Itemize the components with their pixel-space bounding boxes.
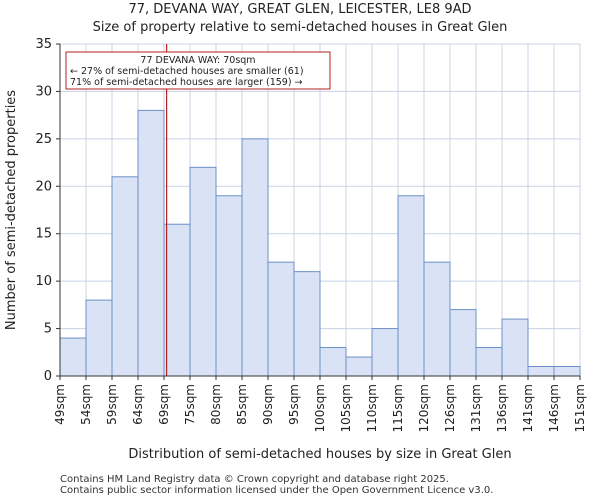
x-tick-label-110sqm: 110sqm xyxy=(365,384,379,432)
x-tick-label-151sqm: 151sqm xyxy=(573,384,587,432)
bar-75sqm xyxy=(189,166,217,377)
x-tick-label-85sqm: 85sqm xyxy=(235,384,249,425)
annotation-line-3: 71% of semi-detached houses are larger (… xyxy=(70,77,303,88)
bar-64sqm xyxy=(137,109,165,377)
x-tick-label-136sqm: 136sqm xyxy=(495,384,509,432)
bar-136sqm xyxy=(501,318,529,377)
y-tick-label: 5 xyxy=(44,322,52,337)
x-tick-label-54sqm: 54sqm xyxy=(79,384,93,425)
bar-141sqm xyxy=(527,366,555,377)
bar-131sqm xyxy=(475,347,503,377)
y-tick-label: 25 xyxy=(35,132,52,147)
x-tick-label-146sqm: 146sqm xyxy=(547,384,561,432)
x-tick-label-120sqm: 120sqm xyxy=(417,384,431,432)
y-tick-label: 35 xyxy=(35,37,52,52)
y-tick-label: 30 xyxy=(35,84,52,99)
y-tick-label: 20 xyxy=(35,179,52,194)
chart-title: 77, DEVANA WAY, GREAT GLEN, LEICESTER, L… xyxy=(128,2,472,17)
bar-59sqm xyxy=(111,176,139,377)
x-tick-label-105sqm: 105sqm xyxy=(339,384,353,432)
x-tick-label-100sqm: 100sqm xyxy=(313,384,327,432)
bar-49sqm xyxy=(59,337,87,377)
x-axis-label: Distribution of semi-detached houses by … xyxy=(128,447,511,462)
x-tick-label-141sqm: 141sqm xyxy=(521,384,535,432)
bar-90sqm xyxy=(267,261,295,377)
bar-120sqm xyxy=(423,261,451,377)
bar-54sqm xyxy=(85,299,113,377)
y-tick-label: 10 xyxy=(35,274,52,289)
x-tick-label-126sqm: 126sqm xyxy=(443,384,457,432)
bar-100sqm xyxy=(319,347,347,377)
annotation-frame xyxy=(65,51,331,90)
annotation-box: 77 DEVANA WAY: 70sqm ← 27% of semi-detac… xyxy=(65,51,331,90)
annotation-line-1: 77 DEVANA WAY: 70sqm xyxy=(140,55,255,66)
bar-80sqm xyxy=(215,195,243,377)
annotation-line-2: ← 27% of semi-detached houses are smalle… xyxy=(70,66,304,77)
bar-95sqm xyxy=(293,271,321,377)
x-tick-label-115sqm: 115sqm xyxy=(391,384,405,432)
bar-69sqm xyxy=(163,223,191,377)
bar-115sqm xyxy=(397,195,425,377)
bar-126sqm xyxy=(449,309,477,377)
y-tick-label: 0 xyxy=(44,369,52,384)
x-tick-label-75sqm: 75sqm xyxy=(183,384,197,425)
x-tick-label-90sqm: 90sqm xyxy=(261,384,275,425)
bar-146sqm xyxy=(553,366,581,377)
x-tick-label-69sqm: 69sqm xyxy=(157,384,171,425)
bar-85sqm xyxy=(241,138,269,377)
x-tick-label-59sqm: 59sqm xyxy=(105,384,119,425)
bar-110sqm xyxy=(371,328,399,377)
x-tick-label-64sqm: 64sqm xyxy=(131,384,145,425)
footer-licence: Contains public sector information licen… xyxy=(60,485,494,496)
x-tick-label-49sqm: 49sqm xyxy=(53,384,67,425)
y-tick-label: 15 xyxy=(35,227,52,242)
x-tick-label-80sqm: 80sqm xyxy=(209,384,223,425)
x-tick-label-95sqm: 95sqm xyxy=(287,384,301,425)
x-tick-label-131sqm: 131sqm xyxy=(469,384,483,432)
bar-105sqm xyxy=(345,356,373,377)
bars xyxy=(59,109,581,377)
footer-copyright: Contains HM Land Registry data © Crown c… xyxy=(60,474,449,485)
chart-subtitle: Size of property relative to semi-detach… xyxy=(92,20,508,35)
axes: 0 5 10 15 20 25 30 35 49sqm 54sqm 59sqm 64sqm 69sqm 7… xyxy=(35,37,587,432)
y-axis-label: Number of semi-detached properties xyxy=(4,90,19,330)
